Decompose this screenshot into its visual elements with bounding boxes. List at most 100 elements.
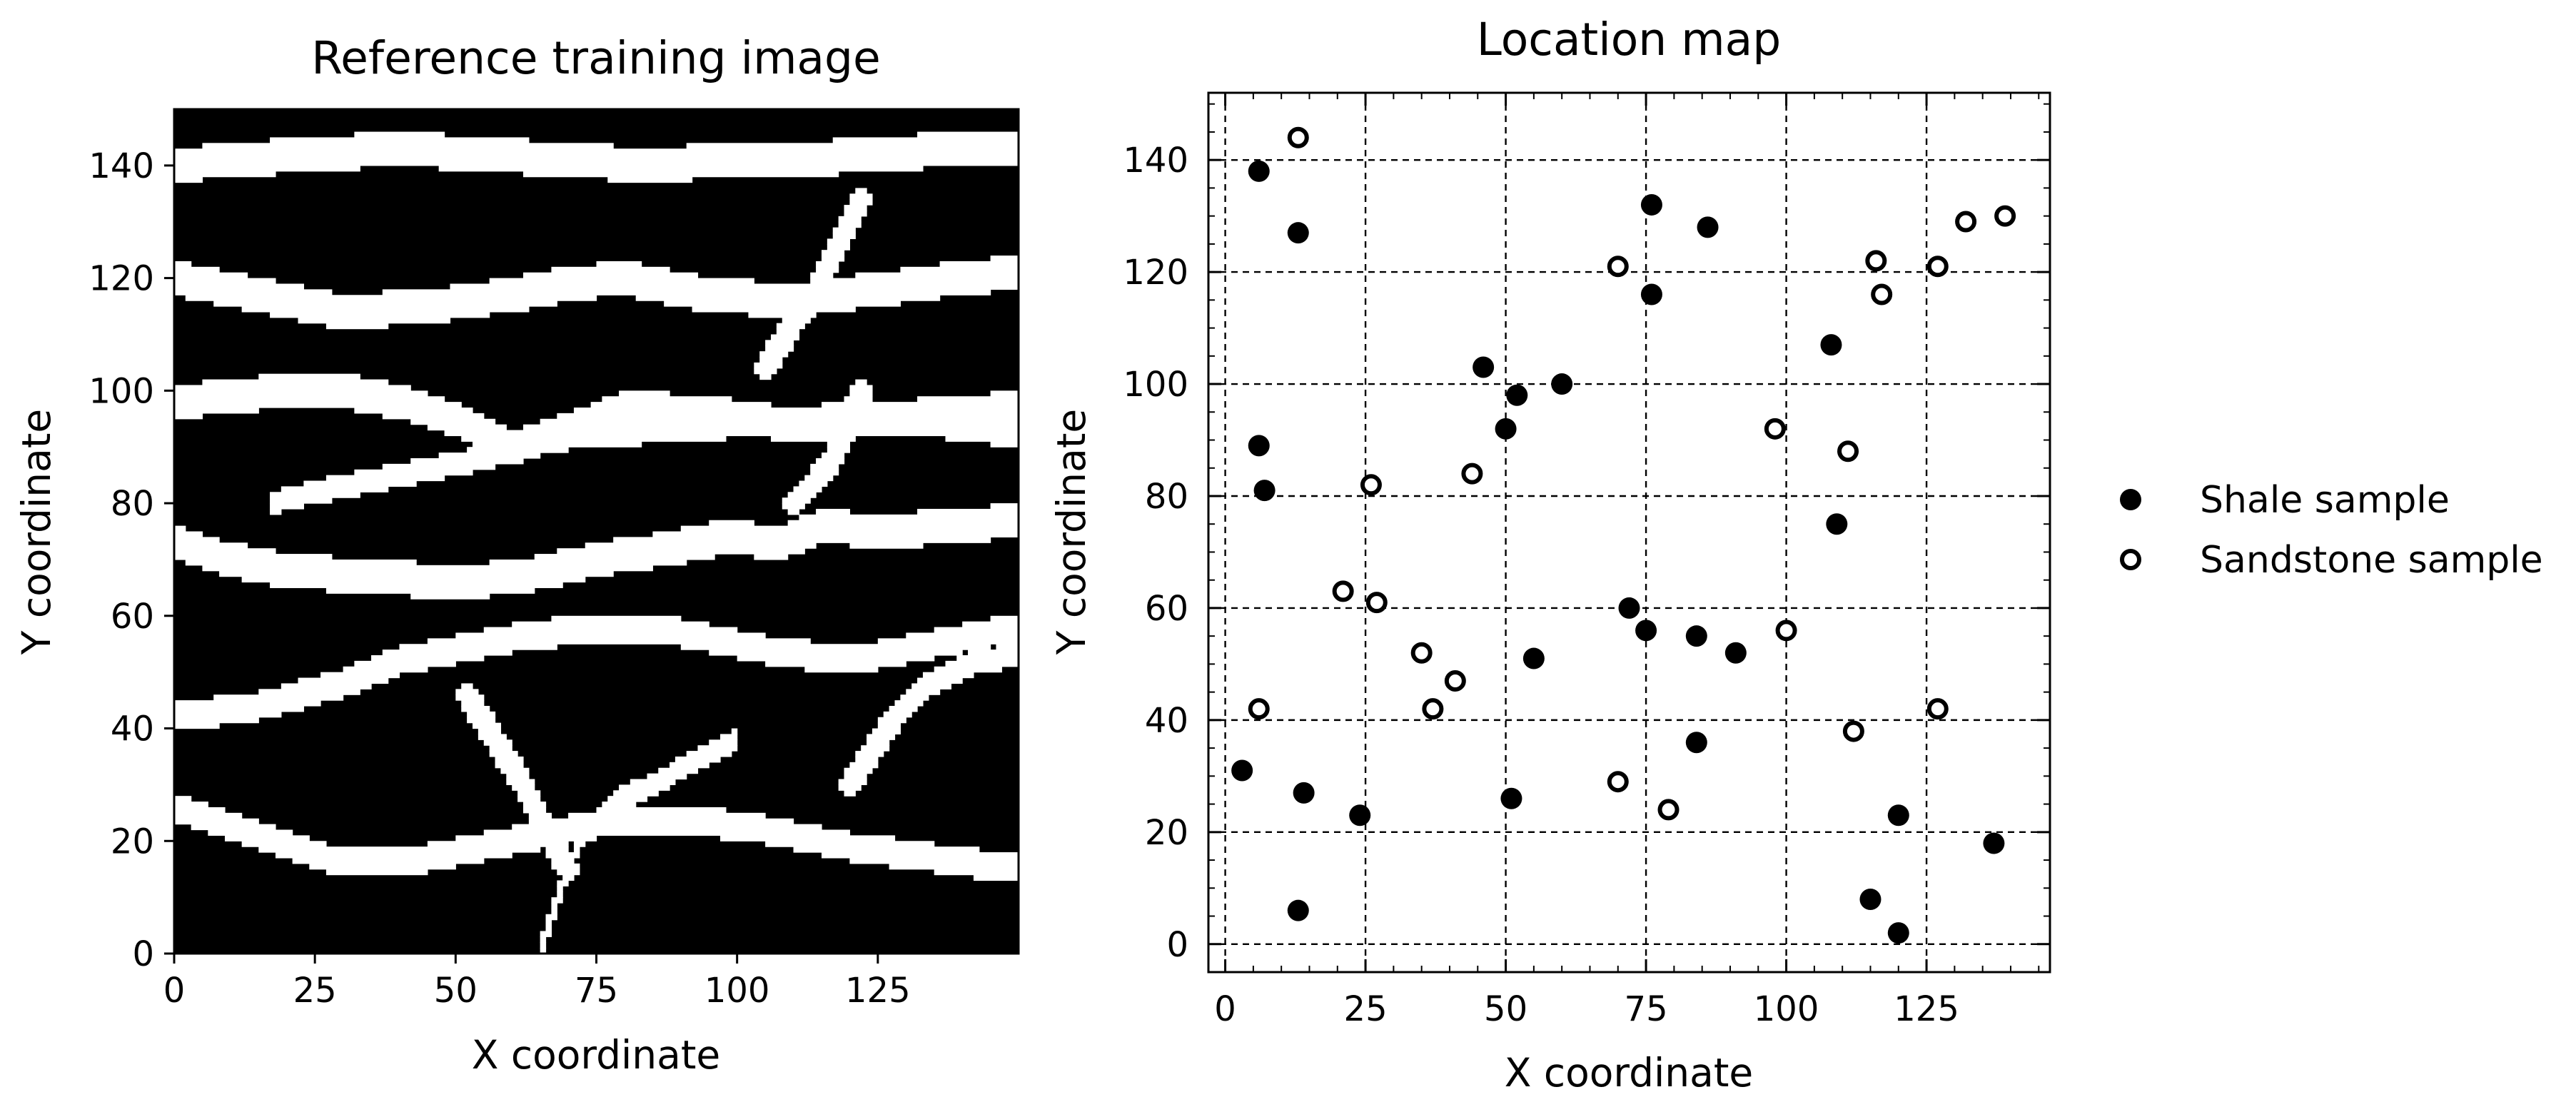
sandstone-cell-run	[281, 683, 372, 689]
sandstone-point	[1926, 256, 1949, 278]
sandstone-cell-run	[270, 137, 530, 143]
sandstone-cell-run	[545, 846, 569, 853]
sandstone-point	[1365, 592, 1388, 614]
sandstone-cell-run	[534, 554, 715, 560]
sandstone-cell-run	[354, 469, 473, 476]
legend: Shale sample Sandstone sample	[2120, 479, 2543, 582]
x-tick-label: 100	[704, 971, 770, 1011]
sandstone-cell-run	[849, 542, 924, 549]
sandstone-cell-run	[827, 244, 850, 251]
sandstone-cell-run	[325, 323, 389, 330]
sandstone-cell-run	[585, 542, 817, 549]
sandstone-cell-run	[174, 272, 248, 279]
sandstone-cell-run	[804, 475, 834, 482]
sandstone-cell-run	[821, 250, 845, 256]
location-map-ylabel: Y coordinate	[1049, 409, 1094, 655]
x-tick-label: 125	[845, 971, 911, 1011]
sandstone-cell-run	[799, 514, 1019, 521]
sandstone-cell-run	[461, 435, 727, 442]
sandstone-cell-run	[382, 649, 512, 656]
sandstone-cell-run	[934, 666, 1002, 673]
sandstone-cell-run	[990, 615, 1019, 622]
sandstone-cell-run	[613, 790, 659, 797]
shale-point	[1506, 384, 1528, 406]
sandstone-cell-run	[270, 508, 282, 515]
sandstone-cell-run	[810, 272, 834, 279]
sandstone-cell-run	[174, 548, 276, 555]
shale-point	[1349, 804, 1371, 827]
sandstone-cell-run	[827, 238, 850, 245]
sandstone-cell-run	[258, 689, 360, 695]
sandstone-cell-run	[838, 784, 862, 791]
sandstone-cell-run	[917, 131, 1019, 138]
sandstone-cell-run	[917, 508, 1019, 515]
sandstone-cell-run	[371, 655, 485, 662]
y-tick-label: 20	[1145, 813, 1188, 853]
x-tick-label: 0	[163, 971, 186, 1011]
sandstone-cell-run	[540, 936, 547, 943]
sandstone-cell-run	[270, 582, 563, 588]
sandstone-cell-run	[838, 216, 862, 223]
sandstone-point	[1248, 698, 1270, 720]
sandstone-cell-run	[343, 666, 428, 673]
sandstone-cell-run	[506, 779, 535, 785]
sandstone-cell-run	[922, 672, 974, 679]
sandstone-cell-run	[540, 418, 1019, 425]
sandstone-cell-run	[934, 869, 1019, 876]
sandstone-cell-run	[844, 205, 867, 211]
sandstone-cell-run	[455, 689, 479, 695]
sandstone-cell-run	[816, 508, 850, 515]
sandstone-cell-run	[483, 739, 512, 746]
sandstone-cell-run	[219, 570, 614, 577]
sandstone-cell-run	[174, 802, 208, 808]
shale-point	[1887, 922, 1909, 944]
shale-point	[1231, 759, 1253, 782]
sandstone-cell-run	[522, 802, 547, 808]
sandstone-cell-run	[849, 857, 1019, 864]
sandstone-cell-run	[782, 497, 811, 504]
sandstone-cell-run	[461, 705, 490, 712]
sandstone-cell-run	[619, 784, 670, 791]
sandstone-cell-run	[551, 266, 670, 273]
sandstone-cell-run	[844, 767, 873, 774]
sandstone-cell-run	[174, 148, 1019, 155]
sandstone-cell-run	[956, 655, 1019, 662]
sandstone-cell-run	[241, 576, 586, 583]
sandstone-cell-run	[174, 554, 333, 560]
sandstone-cell-run	[996, 644, 1019, 650]
sandstone-cell-run	[185, 559, 417, 566]
sandstone-cell-run	[545, 925, 552, 932]
sandstone-cell-run	[551, 857, 575, 864]
sandstone-cell-run	[241, 306, 530, 313]
y-tick-label: 80	[111, 484, 154, 524]
shale-point	[1640, 283, 1662, 305]
sandstone-cell-run	[675, 756, 721, 763]
sandstone-cell-run	[849, 390, 873, 397]
sandstone-cell-run	[855, 751, 884, 757]
sandstone-cell-run	[810, 469, 839, 476]
sandstone-cell-run	[174, 402, 462, 408]
sandstone-cell-run	[590, 402, 772, 408]
sandstone-cell-run	[461, 683, 473, 689]
sandstone-cell-run	[838, 779, 867, 785]
shale-point	[1522, 647, 1545, 669]
sandstone-cell-run	[500, 767, 530, 774]
sandstone-cell-run	[174, 807, 226, 814]
x-tick-label: 50	[1484, 989, 1527, 1029]
sandstone-cell-run	[427, 841, 569, 847]
location-map-grid	[1208, 93, 2050, 972]
sandstone-cell-run	[174, 711, 282, 718]
sandstone-cell-run	[399, 644, 557, 650]
sandstone-cell-run	[489, 559, 687, 566]
sandstone-cell-run	[759, 373, 772, 380]
shale-point	[1826, 513, 1848, 535]
sandstone-cell-run	[759, 357, 783, 363]
sandstone-cell-run	[174, 176, 203, 183]
sandstone-cell-run	[911, 683, 951, 689]
sandstone-cell-run	[174, 407, 259, 414]
sandstone-cell-run	[185, 295, 597, 301]
sandstone-cell-run	[303, 480, 417, 487]
sandstone-point	[1837, 440, 1859, 463]
sandstone-point	[1842, 720, 1864, 742]
